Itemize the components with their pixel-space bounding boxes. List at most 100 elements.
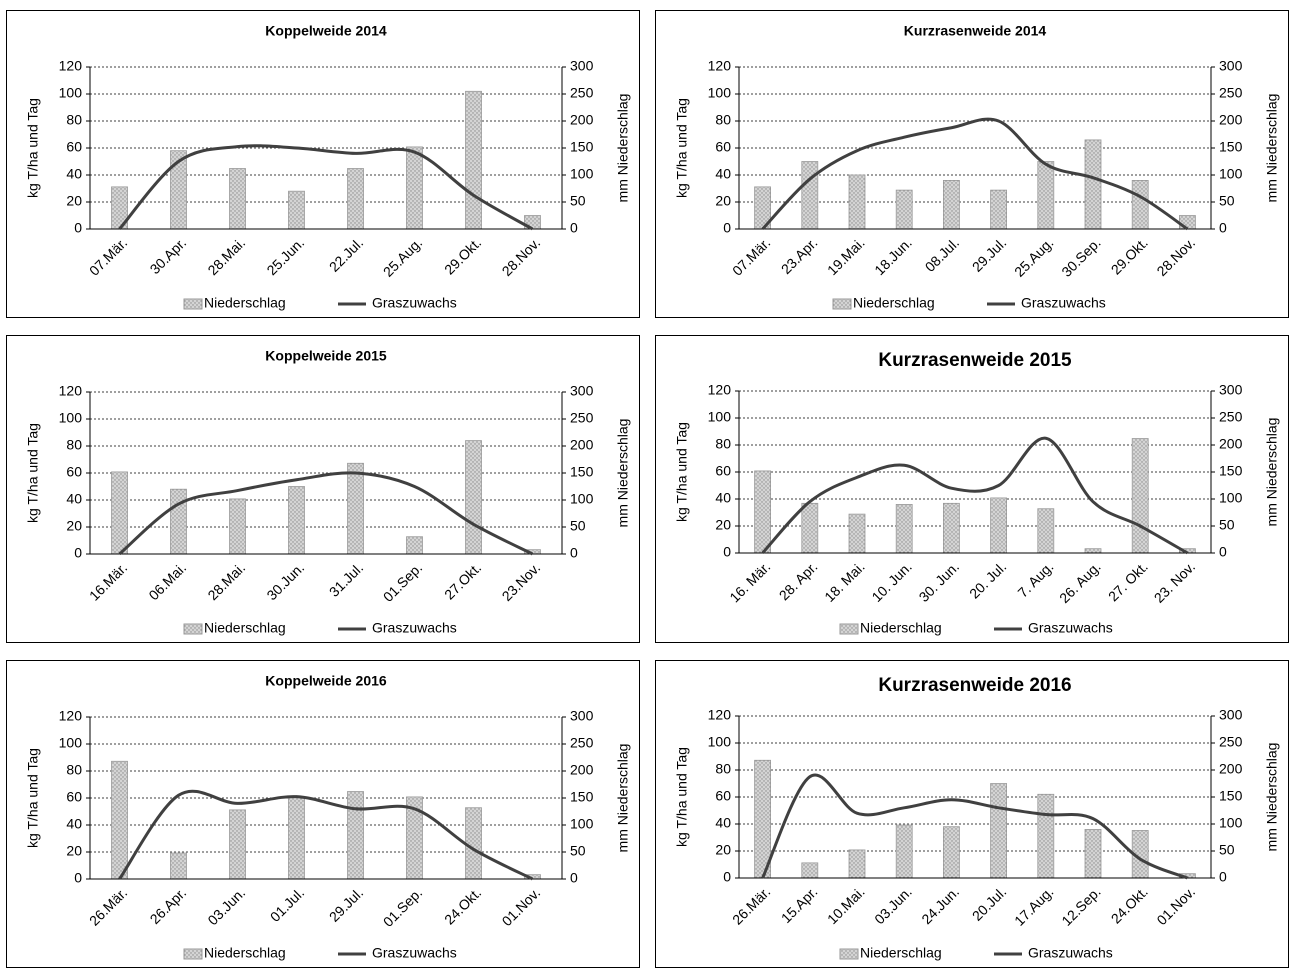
y-axis-label: kg T/ha und Tag — [674, 422, 690, 522]
y2-tick-label: 50 — [1219, 842, 1235, 858]
bar — [229, 809, 246, 880]
y-tick-label: 80 — [715, 761, 731, 777]
y-axis-label: kg T/ha und Tag — [25, 423, 41, 523]
y2-tick-label: 250 — [570, 410, 594, 426]
legend-label: Graszuwachs — [372, 295, 457, 311]
y2-tick-label: 300 — [570, 708, 594, 724]
y2-tick-label: 200 — [1219, 436, 1243, 452]
bar — [288, 190, 305, 230]
bar — [1037, 161, 1055, 230]
bar — [111, 471, 128, 555]
bar — [347, 791, 364, 880]
y2-tick-label: 250 — [1219, 409, 1243, 425]
legend-label: Graszuwachs — [372, 620, 457, 636]
y2-axis-label: mm Niederschlag — [615, 744, 631, 853]
y-tick-label: 20 — [66, 193, 82, 209]
bar — [848, 513, 866, 554]
chart-panel: Kurzrasenweide 2016 0 20 40 60 80 100 120 0 50 100… — [655, 660, 1289, 968]
y-tick-label: 100 — [59, 85, 83, 101]
chart-title: Koppelweide 2015 — [265, 348, 387, 364]
y-tick-label: 0 — [723, 869, 731, 885]
panel-frame — [655, 660, 1289, 968]
bar — [801, 862, 819, 879]
bar — [111, 760, 128, 880]
y2-axis-label: mm Niederschlag — [615, 419, 631, 528]
bar — [848, 174, 866, 230]
y-tick-label: 0 — [723, 544, 731, 560]
bar — [170, 488, 187, 555]
bar — [1131, 438, 1149, 554]
bar — [465, 90, 482, 230]
bar — [942, 179, 960, 230]
bar — [1084, 139, 1102, 230]
y2-tick-label: 200 — [570, 762, 594, 778]
bar — [895, 503, 913, 554]
y2-tick-label: 250 — [1219, 85, 1243, 101]
bar — [1131, 179, 1149, 230]
y2-tick-label: 250 — [1219, 734, 1243, 750]
bar — [406, 536, 423, 555]
y2-tick-label: 100 — [570, 816, 594, 832]
bar — [990, 783, 1008, 879]
y2-tick-label: 300 — [1219, 58, 1243, 74]
bar — [347, 168, 364, 230]
line-series — [761, 117, 1189, 231]
panel-frame — [655, 10, 1289, 318]
bar — [1084, 828, 1102, 879]
y-tick-label: 20 — [66, 843, 82, 859]
bar — [895, 189, 913, 230]
y-tick-label: 120 — [708, 707, 732, 723]
chart-title: Koppelweide 2014 — [265, 23, 387, 39]
y2-tick-label: 200 — [570, 112, 594, 128]
y-tick-label: 60 — [66, 789, 82, 805]
chart-panel: Koppelweide 2014 0 20 40 60 80 100 120 0 50 100 150… — [6, 10, 640, 318]
y2-tick-label: 150 — [1219, 139, 1243, 155]
y-tick-label: 120 — [59, 58, 83, 74]
y2-tick-label: 150 — [570, 789, 594, 805]
y2-tick-label: 100 — [570, 166, 594, 182]
legend-label: Graszuwachs — [1028, 945, 1113, 961]
bar — [754, 470, 771, 554]
legend-label: Niederschlag — [853, 295, 935, 311]
y-tick-label: 80 — [66, 762, 82, 778]
legend-swatch — [183, 623, 203, 635]
y-tick-label: 80 — [715, 436, 731, 452]
y2-axis-label: mm Niederschlag — [1264, 418, 1280, 527]
bar — [288, 796, 305, 880]
y-tick-label: 0 — [723, 220, 731, 236]
y2-tick-label: 50 — [570, 843, 586, 859]
y-tick-label: 120 — [59, 708, 83, 724]
bar — [229, 168, 246, 230]
y2-tick-label: 100 — [1219, 490, 1243, 506]
y2-tick-label: 0 — [570, 220, 578, 236]
y2-tick-label: 50 — [570, 518, 586, 534]
bar — [288, 486, 305, 555]
bar — [170, 852, 187, 880]
chart-title: Kurzrasenweide 2015 — [878, 350, 1072, 371]
line-series — [761, 436, 1189, 555]
y-tick-label: 0 — [74, 870, 82, 886]
y-tick-label: 20 — [715, 193, 731, 209]
y2-tick-label: 200 — [1219, 112, 1243, 128]
legend-swatch — [832, 298, 852, 310]
y-tick-label: 20 — [66, 518, 82, 534]
y2-tick-label: 300 — [570, 58, 594, 74]
line-series — [761, 773, 1188, 880]
line-series — [118, 471, 534, 556]
y2-tick-label: 150 — [570, 139, 594, 155]
legend-label: Niederschlag — [204, 945, 286, 961]
y2-tick-label: 0 — [1219, 869, 1227, 885]
y2-tick-label: 200 — [570, 437, 594, 453]
chart-panel: Koppelweide 2016 0 20 40 60 80 100 120 0 50 100 150… — [6, 660, 640, 968]
y2-tick-label: 50 — [1219, 193, 1235, 209]
y-axis-label: kg T/ha und Tag — [25, 748, 41, 848]
bar — [1037, 508, 1055, 554]
y2-tick-label: 300 — [570, 383, 594, 399]
bar — [1179, 215, 1196, 230]
bar — [406, 146, 423, 230]
bar — [1084, 548, 1102, 554]
y2-tick-label: 100 — [570, 491, 594, 507]
legend-swatch — [183, 948, 203, 960]
legend-label: Graszuwachs — [372, 945, 457, 961]
y-tick-label: 80 — [66, 437, 82, 453]
